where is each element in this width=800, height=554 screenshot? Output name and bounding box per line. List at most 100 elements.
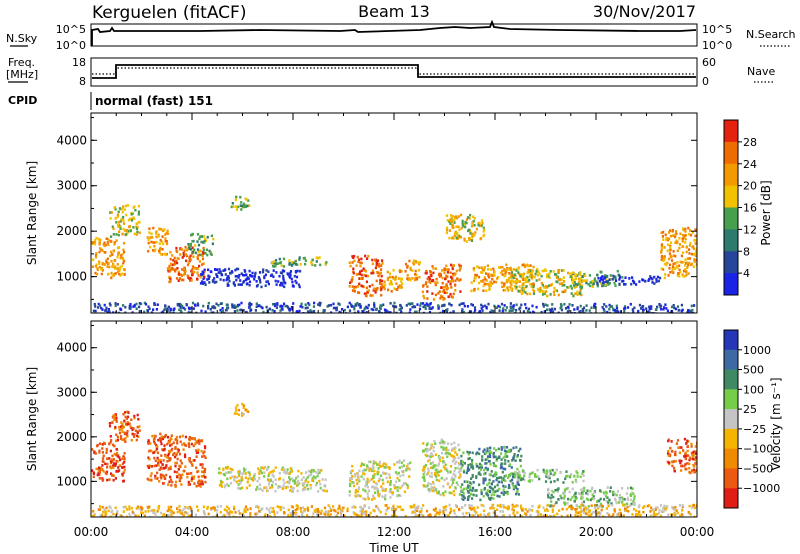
echo-cell <box>450 491 453 495</box>
echo-cell <box>202 249 205 252</box>
echo-cell <box>197 479 201 483</box>
echo-cell <box>223 515 227 517</box>
echo-cell <box>318 256 321 259</box>
echo-cell <box>504 455 507 458</box>
echo-cell <box>121 422 124 426</box>
echo-cell <box>595 280 598 283</box>
echo-cell <box>241 402 244 406</box>
echo-cell <box>348 490 351 493</box>
echo-cell <box>174 269 177 273</box>
echo-cell <box>433 486 436 489</box>
echo-cell <box>335 515 338 517</box>
echo-cell <box>373 301 376 305</box>
echo-cell <box>635 509 638 513</box>
echo-cell <box>150 449 153 453</box>
echo-cell <box>153 442 156 445</box>
echo-cell <box>110 472 113 475</box>
echo-cell <box>484 277 487 281</box>
echo-cell <box>253 275 256 278</box>
echo-cell <box>516 488 519 491</box>
echo-cell <box>541 293 545 296</box>
echo-cell <box>444 277 447 281</box>
echo-cell <box>245 273 248 276</box>
echo-cell <box>206 253 209 257</box>
echo-cell <box>491 274 494 277</box>
echo-cell <box>278 478 281 481</box>
echo-cell <box>459 475 462 478</box>
echo-cell <box>447 220 451 223</box>
echo-cell <box>465 487 468 490</box>
echo-cell <box>373 303 376 307</box>
echo-cell <box>541 283 544 287</box>
echo-cell <box>158 437 162 440</box>
echo-cell <box>375 505 378 508</box>
echo-cell <box>166 456 169 459</box>
echo-cell <box>468 494 471 498</box>
echo-cell <box>407 462 410 466</box>
echo-cell <box>263 275 266 278</box>
echo-cell <box>469 232 472 235</box>
echo-cell <box>618 497 621 501</box>
echo-cell <box>121 462 124 466</box>
echo-cell <box>182 254 185 258</box>
echo-cell <box>111 253 114 256</box>
echo-cell <box>118 269 121 272</box>
echo-cell <box>408 277 411 280</box>
echo-cell <box>426 303 429 307</box>
echo-cell <box>178 304 181 308</box>
echo-cell <box>404 270 407 273</box>
echo-cell <box>107 238 110 241</box>
power-echo-region <box>187 232 215 257</box>
echo-cell <box>375 279 378 283</box>
echo-cell <box>488 478 491 482</box>
echo-cell <box>468 512 471 515</box>
echo-cell <box>279 283 282 287</box>
echo-cell <box>217 271 220 274</box>
velocity-echo-region <box>146 432 207 489</box>
echo-cell <box>508 483 511 487</box>
echo-cell <box>531 304 534 308</box>
echo-cell <box>626 486 630 490</box>
echo-cell <box>475 475 478 478</box>
echo-cell <box>187 311 190 313</box>
echo-cell <box>531 283 534 286</box>
echo-cell <box>654 515 657 517</box>
echo-cell <box>638 303 641 307</box>
echo-cell <box>566 502 569 505</box>
echo-cell <box>374 291 377 294</box>
echo-cell <box>265 280 268 284</box>
echo-cell <box>602 278 605 281</box>
echo-cell <box>579 271 582 274</box>
echo-cell <box>626 502 629 506</box>
echo-cell <box>93 451 96 454</box>
echo-cell <box>381 478 384 482</box>
echo-cell <box>299 269 302 273</box>
echo-cell <box>609 274 612 277</box>
echo-cell <box>511 508 514 511</box>
echo-cell <box>518 285 521 288</box>
echo-cell <box>561 284 564 287</box>
echo-cell <box>228 511 231 515</box>
echo-cell <box>324 478 327 481</box>
echo-cell <box>354 491 357 494</box>
echo-cell <box>512 305 515 308</box>
echo-cell <box>500 452 503 455</box>
echo-cell <box>362 497 365 500</box>
echo-cell <box>515 309 518 312</box>
echo-cell <box>520 478 523 482</box>
echo-cell <box>406 277 409 280</box>
echo-cell <box>125 417 128 420</box>
echo-cell <box>155 240 158 244</box>
echo-cell <box>282 506 285 510</box>
echo-cell <box>164 466 167 470</box>
echo-cell <box>693 506 696 510</box>
echo-cell <box>538 290 541 293</box>
echo-cell <box>201 455 204 458</box>
echo-cell <box>593 510 596 514</box>
echo-cell <box>94 271 97 275</box>
echo-cell <box>507 278 510 282</box>
echo-cell <box>426 450 429 453</box>
echo-cell <box>162 242 165 246</box>
echo-cell <box>359 261 362 265</box>
echo-cell <box>294 260 297 263</box>
